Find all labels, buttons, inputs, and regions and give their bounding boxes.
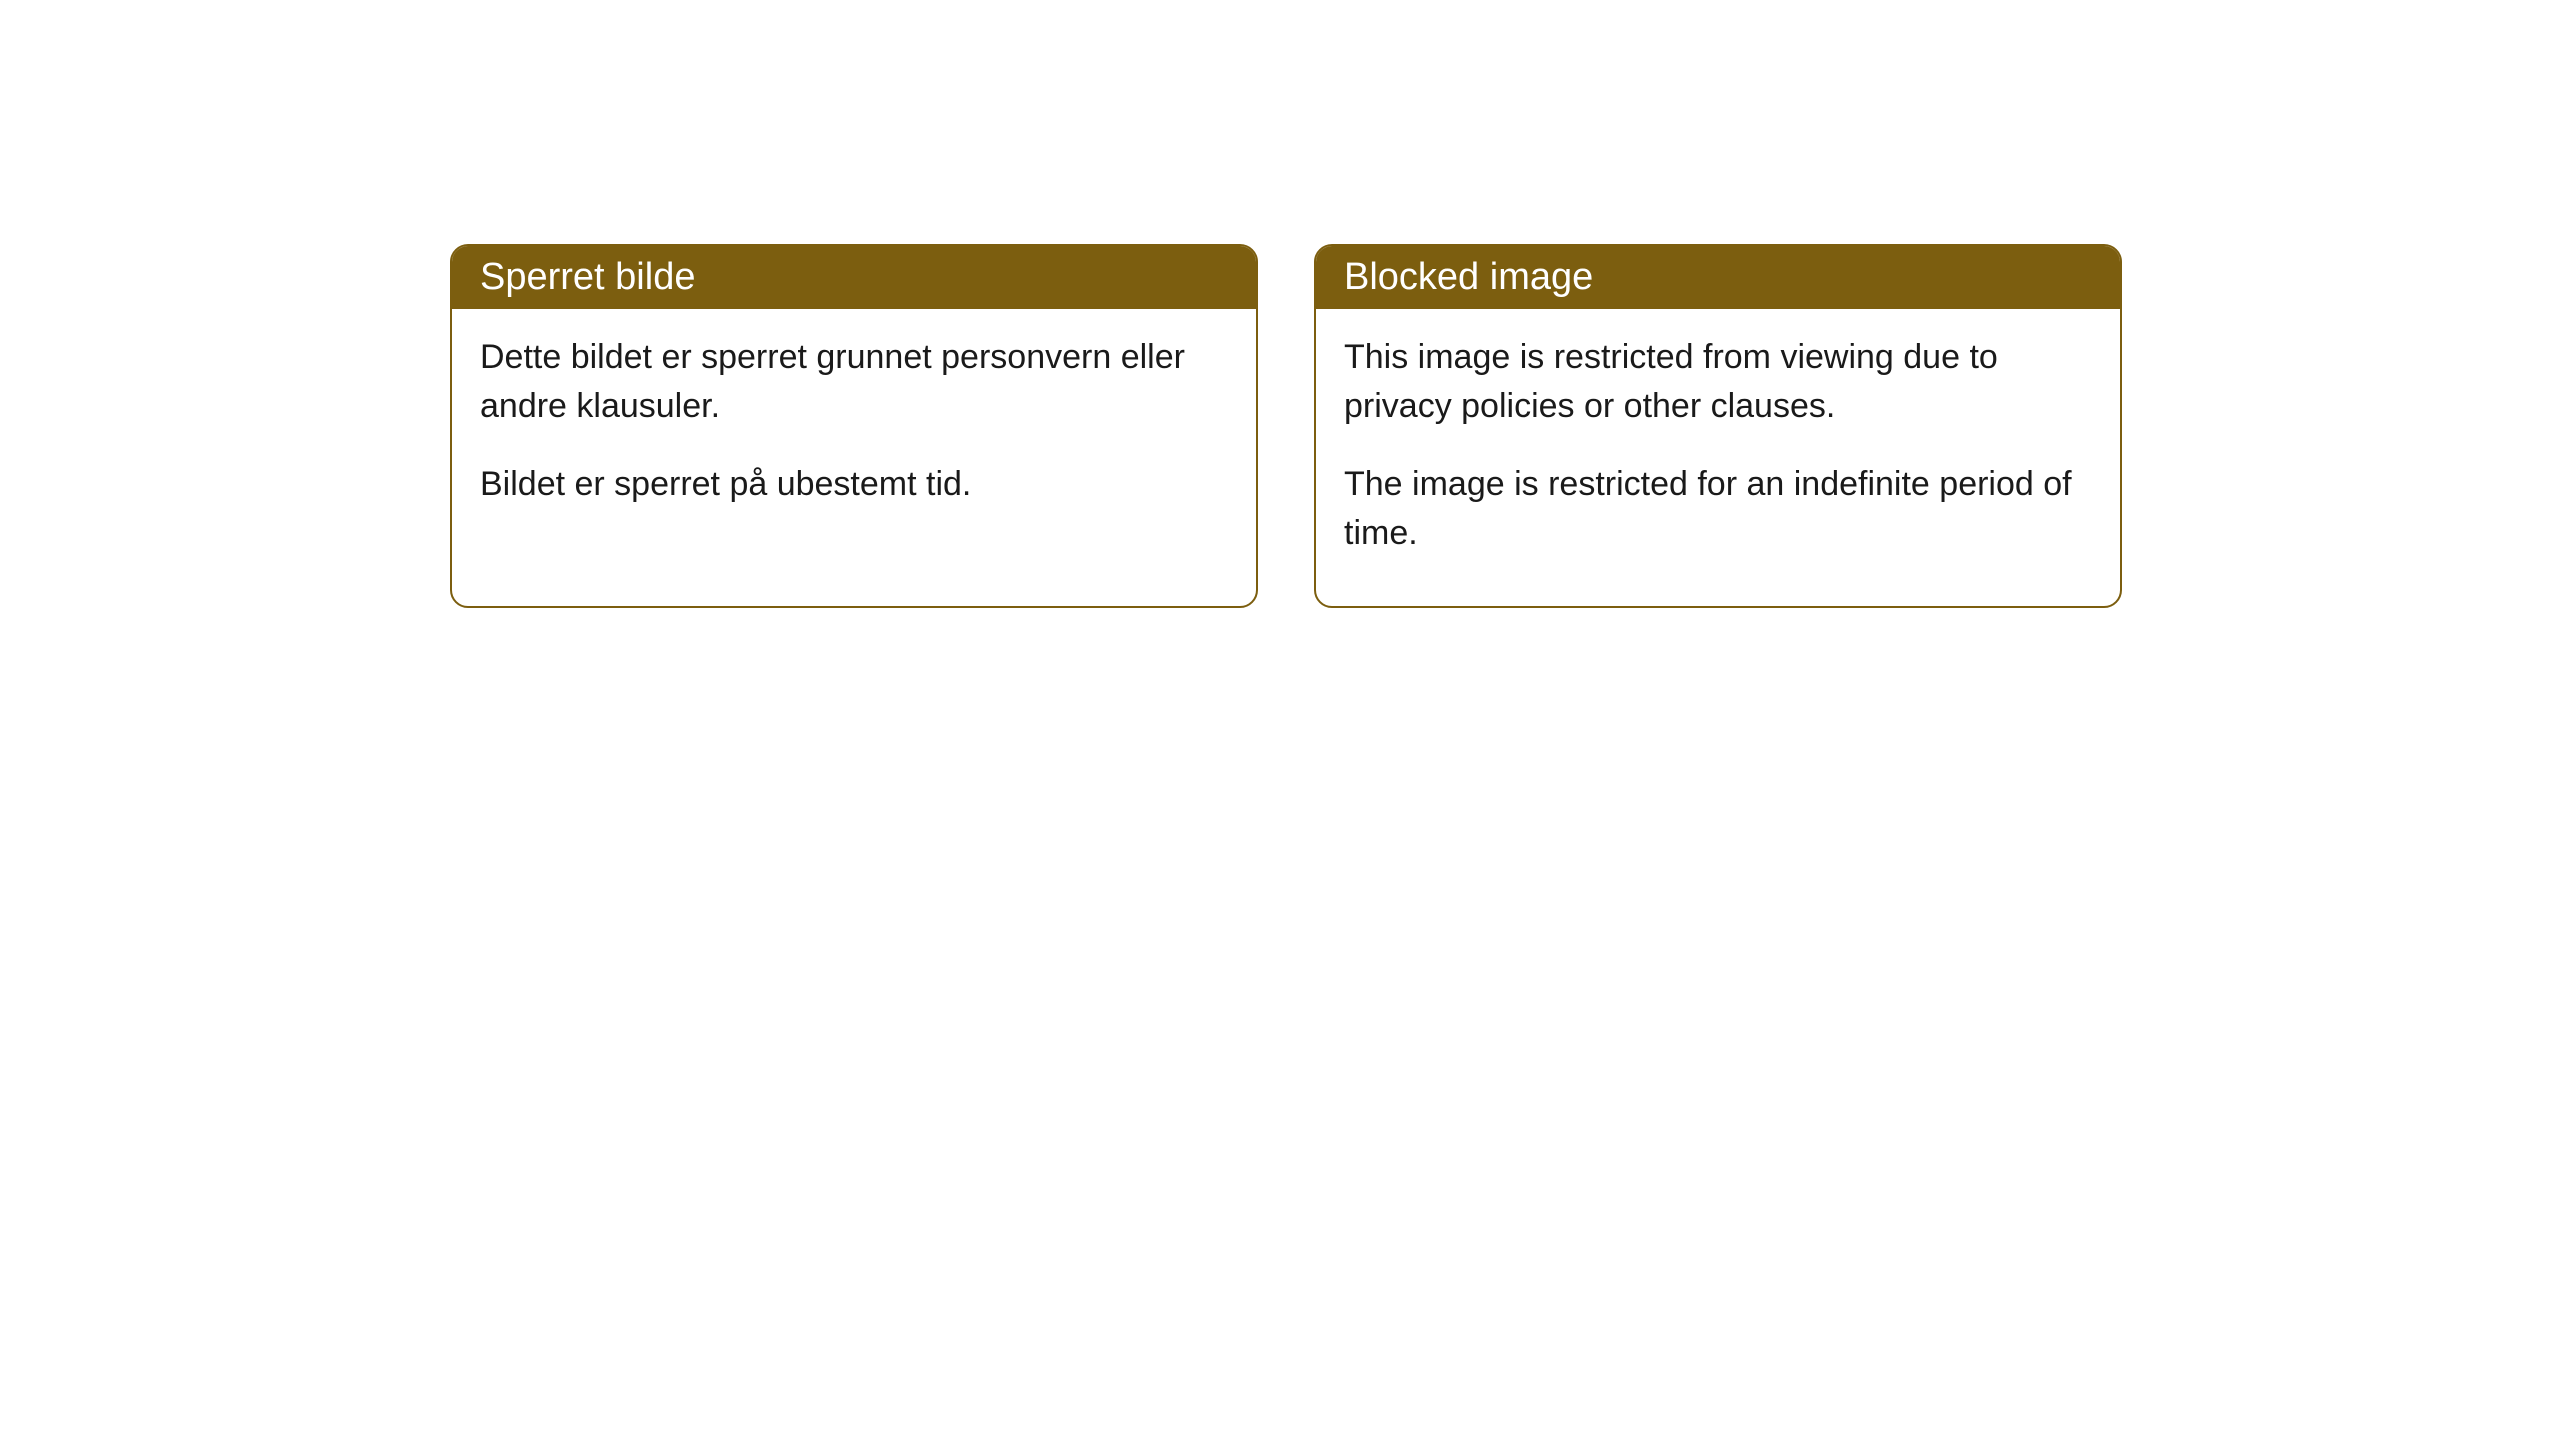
card-title: Sperret bilde	[480, 256, 695, 298]
card-paragraph: The image is restricted for an indefinit…	[1344, 460, 2092, 559]
card-paragraph: This image is restricted from viewing du…	[1344, 333, 2092, 432]
card-body: Dette bildet er sperret grunnet personve…	[452, 309, 1256, 557]
card-paragraph: Dette bildet er sperret grunnet personve…	[480, 333, 1228, 432]
card-header: Sperret bilde	[452, 246, 1256, 309]
notice-card-english: Blocked image This image is restricted f…	[1314, 244, 2122, 608]
cards-container: Sperret bilde Dette bildet er sperret gr…	[450, 244, 2122, 608]
card-paragraph: Bildet er sperret på ubestemt tid.	[480, 460, 1228, 509]
card-body: This image is restricted from viewing du…	[1316, 309, 2120, 606]
card-header: Blocked image	[1316, 246, 2120, 309]
card-title: Blocked image	[1344, 256, 1593, 298]
notice-card-norwegian: Sperret bilde Dette bildet er sperret gr…	[450, 244, 1258, 608]
